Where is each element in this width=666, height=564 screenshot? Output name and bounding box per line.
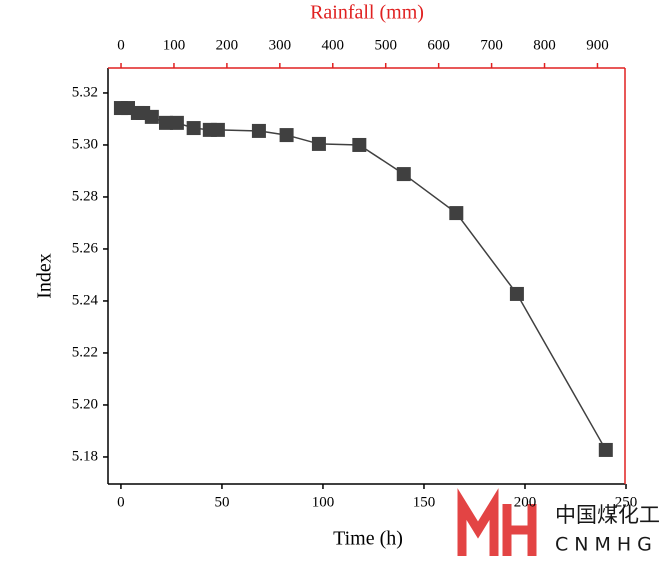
x2-tick-label: 800 — [533, 37, 556, 53]
x2-axis-title: Rainfall (mm) — [310, 2, 424, 24]
watermark-text: 中国煤化工 — [555, 503, 660, 527]
data-point — [311, 136, 326, 151]
y-tick-label: 5.30 — [72, 136, 98, 152]
x2-tick-label: 300 — [269, 37, 292, 53]
data-point — [186, 121, 201, 136]
y-axis-title: Index — [34, 253, 56, 299]
series-line — [120, 107, 607, 451]
x2-tick-label: 100 — [163, 37, 186, 53]
y-tick-label: 5.28 — [72, 188, 98, 204]
data-point — [144, 109, 159, 124]
watermark-logo — [457, 488, 537, 556]
data-point — [251, 123, 266, 138]
x2-tick-label: 500 — [374, 37, 397, 53]
data-point — [352, 137, 367, 152]
x2-tick-label: 900 — [586, 37, 609, 53]
x-tick-label: 0 — [117, 494, 125, 510]
x2-tick-label: 200 — [216, 37, 239, 53]
x-tick-label: 200 — [514, 494, 537, 510]
watermark: 中国煤化工 CNMHG — [457, 488, 660, 556]
data-point — [598, 442, 613, 457]
y-tick-label: 5.22 — [72, 344, 98, 360]
x-tick-label: 150 — [413, 494, 436, 510]
x2-tick-label: 0 — [117, 37, 125, 53]
data-point — [210, 122, 225, 137]
y-tick-label: 5.20 — [72, 396, 98, 412]
y-tick-label: 5.32 — [72, 84, 98, 100]
x2-tick-label: 600 — [427, 37, 450, 53]
data-point — [449, 206, 464, 221]
watermark-subtext: CNMHG — [555, 534, 658, 556]
x2-tick-label: 700 — [480, 37, 503, 53]
data-point — [169, 115, 184, 130]
x2-tick-label: 400 — [322, 37, 345, 53]
y-tick-label: 5.18 — [72, 448, 98, 464]
data-point — [279, 128, 294, 143]
x-tick-label: 100 — [312, 494, 335, 510]
data-point — [509, 286, 524, 301]
data-point — [158, 115, 173, 130]
data-point — [396, 167, 411, 182]
y-tick-label: 5.26 — [72, 240, 99, 256]
x-tick-label: 250 — [615, 494, 638, 510]
x-tick-label: 50 — [214, 494, 229, 510]
x-axis-title: Time (h) — [333, 528, 403, 550]
y-tick-label: 5.24 — [72, 292, 99, 308]
